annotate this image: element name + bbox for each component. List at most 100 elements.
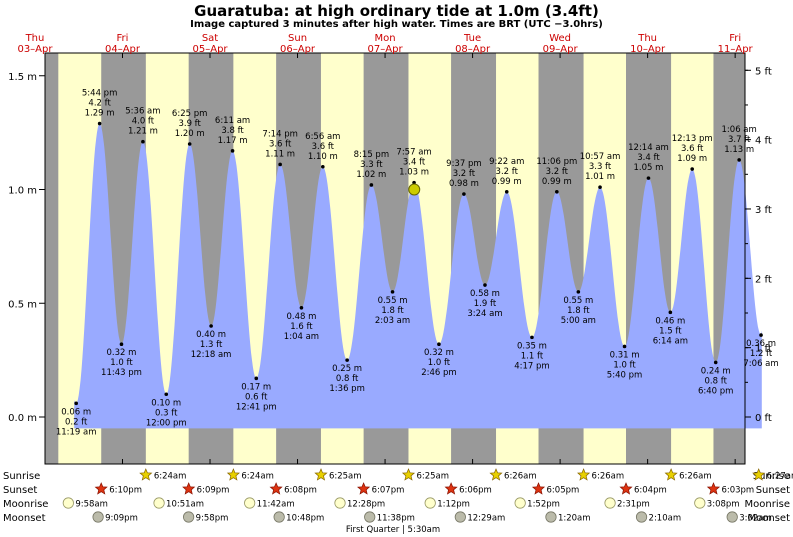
tide-label-time: 5:36 am [125,107,160,117]
tide-label-time: 12:41 pm [236,402,277,412]
y-right-tick-label: 0 ft [755,413,772,424]
sunrise-time: 6:26am [679,472,712,482]
tide-label-meters: 1.10 m [308,152,338,162]
tide-point [278,162,282,167]
sunset-icon [444,482,458,495]
tide-label-meters: 0.32 m [107,348,137,358]
y-right-tick-label: 2 ft [755,274,772,285]
tide-point [504,189,509,194]
sunset-icon [531,482,546,495]
tide-label-meters: 0.24 m [701,366,731,376]
y-right-tick-label: 1 ft [755,344,772,355]
tide-label-meters: 0.40 m [196,330,226,340]
sunset-time: 6:04pm [634,486,667,496]
night-band [45,53,59,464]
moonset-icon [454,511,466,523]
tide-label-meters: 1.02 m [356,170,386,180]
tide-label-time: 7:57 am [396,148,431,158]
tide-label-time: 6:25 pm [172,109,207,119]
tide-label-meters: 1.29 m [85,109,115,119]
moonset-time: 9:09pm [105,514,138,524]
sunrise-icon [401,468,416,481]
tide-label-feet: 3.4 ft [637,153,660,163]
tide-label-time: 6:40 pm [698,386,733,396]
tide-point [555,189,559,194]
moonset-time: 3:02am [739,514,772,524]
tide-label-feet: 4.0 ft [132,117,155,127]
tide-label-feet: 1.8 ft [567,306,590,316]
tide-point [141,139,145,144]
tide-label-time: 1:36 pm [329,384,364,394]
tide-point [598,185,602,190]
tide-label-time: 2:46 pm [421,368,456,378]
y-right-tick-label: 4 ft [755,136,772,147]
moonset-time: 2:10am [649,514,682,524]
tide-point [187,142,192,146]
moonrise-icon [694,497,706,509]
tide-point [254,376,259,381]
moonset-time: 12:29am [467,514,505,524]
sunset-icon [182,482,196,495]
tide-label-time: 10:57 am [580,152,621,162]
sunrise-icon [226,468,240,481]
sunrise-icon [489,468,503,481]
tide-label-meters: 1.11 m [265,149,295,159]
tide-label-feet: 0.8 ft [336,374,359,384]
moonrise-time: 2:31pm [617,500,650,510]
day-name-label: Sat [202,33,218,44]
tide-label-meters: 0.46 m [655,316,685,326]
moonrise-icon [334,497,346,509]
tide-label-time: 7:06 am [743,359,778,369]
day-name-label: Fri [729,33,741,44]
sunrise-time: 6:26am [592,472,625,482]
day-date-label: 10–Apr [630,44,666,55]
sunrise-time: 6:24am [241,472,274,482]
tide-label-feet: 3.4 ft [403,158,426,168]
tide-label-feet: 3.9 ft [178,119,201,129]
tide-label-feet: 1.8 ft [381,306,404,316]
tide-label-time: 6:56 am [305,132,340,142]
sunrise-time: 6:27am [767,472,793,482]
moonset-icon [545,511,557,523]
tide-label-meters: 0.31 m [610,350,640,360]
sunrise-time: 6:25am [416,472,449,482]
tide-point [483,283,487,287]
tide-label-meters: 0.55 m [563,296,593,306]
sunset-time: 6:08pm [284,486,317,496]
tide-curve [74,123,762,429]
row-label-moonset-right: Moonset [748,513,791,524]
moonrise-time: 10:51am [166,500,204,510]
day-name-label: Sun [288,33,307,44]
y-right-tick-label: 5 ft [755,66,772,77]
moonset-icon [183,511,195,523]
tide-label-feet: 4.2 ft [88,99,111,109]
sunset-icon [357,482,371,495]
tide-label-time: 6:14 am [653,336,688,346]
tide-label-meters: 1.09 m [677,154,707,164]
day-name-label: Thu [637,33,657,44]
tide-point [164,392,169,397]
chart-title: Guaratuba: at high ordinary tide at 1.0m… [194,2,599,20]
tide-label-feet: 1.5 ft [659,326,682,336]
tide-label-feet: 3.2 ft [546,167,569,177]
sunset-icon [706,482,721,495]
moonset-time: 10:48pm [286,514,324,524]
tide-label-meters: 0.06 m [61,407,91,417]
sunrise-icon [314,468,328,481]
tide-label-time: 5:00 am [561,316,596,326]
day-date-label: 06–Apr [280,44,316,55]
tide-label-meters: 0.48 m [286,312,316,322]
sunrise-icon [664,468,678,481]
tide-point [369,183,374,187]
sunrise-time: 6:26am [504,472,537,482]
tide-label-meters: 0.25 m [332,364,362,374]
tide-label-time: 9:37 pm [446,159,481,169]
moonset-icon [273,511,285,523]
tide-label-meters: 1.20 m [175,129,205,139]
row-label-sunrise: Sunrise [3,471,40,482]
tide-label-time: 12:00 pm [146,418,187,428]
tide-label-feet: 1.3 ft [200,340,223,350]
tide-label-meters: 0.17 m [241,382,271,392]
tide-label-time: 5:44 pm [82,89,117,99]
